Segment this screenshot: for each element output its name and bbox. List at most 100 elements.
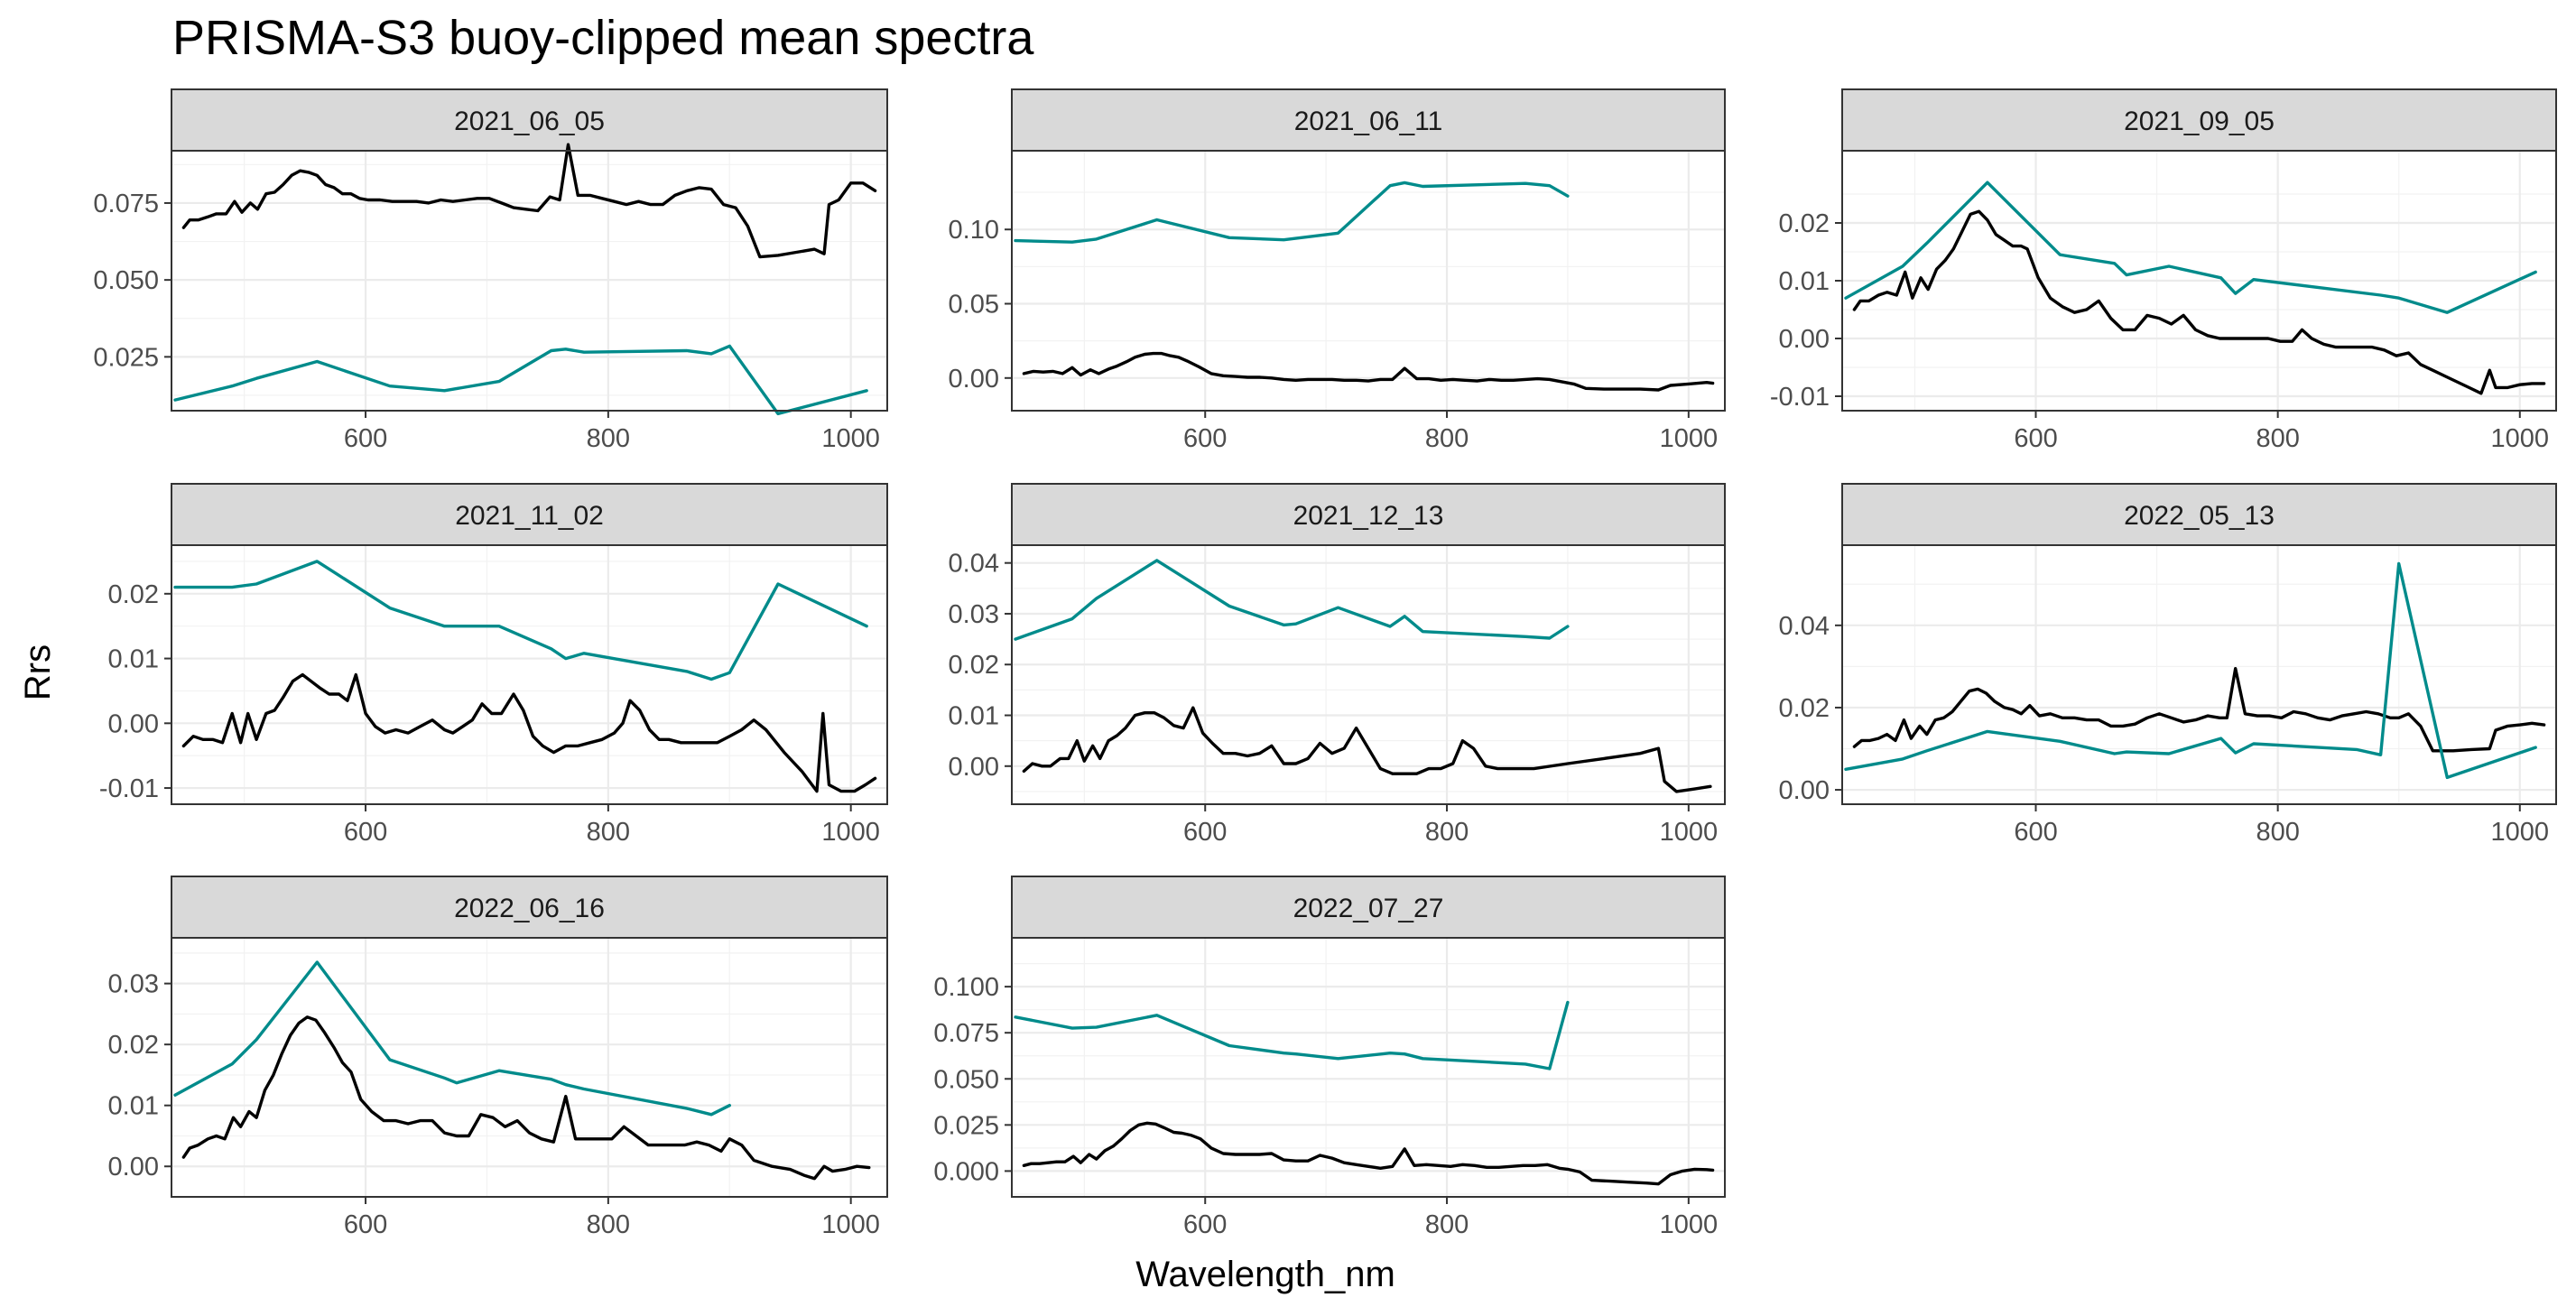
facet-strip [1011,876,1726,939]
y-tick-label: 0.04 [949,550,999,579]
prisma-line [1022,706,1712,793]
x-tick-label: 600 [1183,818,1227,847]
x-tick-label: 1000 [1660,818,1719,847]
x-tick-label: 800 [587,1210,630,1239]
s3-line [173,344,868,416]
facet-panel: 2021_12_13 600 800 1000 0.00 0.01 0.02 0.03 0.04 [949,483,1726,847]
panel-border [1011,937,1726,1198]
facet-strip-label: 2022_05_13 [2124,501,2275,531]
chart-title: PRISMA-S3 buoy-clipped mean spectra [172,11,1034,65]
s3-line [173,960,731,1117]
y-tick-label: 0.075 [933,1019,999,1048]
x-tick-label: 600 [344,818,387,847]
facet-panel: 2022_07_27 600 800 1000 0.000 0.025 0.050 0.075… [933,876,1726,1239]
facet-strip-label: 2021_11_02 [455,501,604,531]
s3-line [1014,559,1570,641]
facet-strip-label: 2021_09_05 [2124,107,2275,136]
s3-line [173,560,868,681]
facet-strip [171,88,888,152]
facet-strip-label: 2021_06_11 [1294,107,1443,136]
panel-border [171,544,888,805]
prisma-line [181,143,877,259]
y-tick-label: 0.025 [933,1111,999,1140]
y-tick-label: 0.025 [93,343,159,372]
y-tick-label: 0.00 [949,753,999,782]
x-tick-label: 1000 [821,818,880,847]
facet-strip-label: 2021_12_13 [1293,501,1444,531]
x-tick-label: 800 [1425,818,1469,847]
x-tick-label: 1000 [821,424,880,453]
y-tick-label: 0.050 [93,266,159,295]
facet-panel: 2022_05_13 600 800 1000 0.00 0.02 0.04 [1779,483,2557,847]
y-tick-label: 0.02 [108,1031,159,1060]
y-tick-label: 0.00 [1779,325,1830,354]
facet-strip-label: 2022_06_16 [454,894,605,923]
facet-strip [1841,483,2557,546]
x-axis-title: Wavelength_nm [1135,1255,1395,1294]
x-tick-label: 600 [1183,1210,1227,1239]
x-tick-label: 800 [1425,424,1469,453]
prisma-line [1022,351,1715,392]
facet-strip [1841,88,2557,152]
y-tick-label: 0.075 [93,190,159,218]
x-tick-label: 800 [2256,424,2299,453]
s3-line [1014,1000,1570,1070]
facet-strip-label: 2022_07_27 [1293,894,1444,923]
panel-border [1011,150,1726,412]
prisma-line [1022,1121,1715,1186]
y-tick-label: 0.01 [949,702,999,731]
facet-strip-label: 2021_06_05 [454,107,605,136]
x-tick-label: 600 [1183,424,1227,453]
y-tick-label: 0.000 [933,1157,999,1186]
s3-line [1844,561,2537,780]
x-tick-label: 1000 [1660,424,1719,453]
facet-strip [1011,88,1726,152]
facet-panel: 2021_11_02 600 800 1000 -0.01 0.00 0.01 0.02 [99,483,888,847]
y-tick-label: -0.01 [99,774,159,803]
y-tick-label: 0.05 [949,291,999,320]
y-tick-label: 0.01 [108,1092,159,1121]
x-tick-label: 800 [2256,818,2299,847]
y-axis-title: Rrs [18,644,58,700]
y-tick-label: 0.00 [108,709,159,738]
y-tick-label: 0.04 [1779,612,1830,641]
y-tick-label: 0.050 [933,1065,999,1094]
x-tick-label: 1000 [821,1210,880,1239]
x-tick-label: 600 [2014,818,2057,847]
y-tick-label: 0.01 [108,645,159,674]
panel-border [1841,544,2557,805]
y-tick-label: 0.01 [1779,267,1830,296]
facet-panel: 2021_09_05 600 800 1000 -0.01 0.00 0.01 0.02 [1770,88,2557,453]
y-tick-label: 0.10 [949,216,999,245]
x-tick-label: 1000 [2491,818,2550,847]
x-tick-label: 600 [2014,424,2057,453]
prisma-line [181,1015,871,1181]
s3-line [1844,181,2537,314]
facet-panel: 2021_06_11 600 800 1000 0.00 0.05 0.10 [949,88,1726,453]
y-tick-label: 0.03 [949,600,999,629]
x-tick-label: 1000 [2491,424,2550,453]
y-tick-label: 0.00 [1779,776,1830,805]
y-tick-label: 0.00 [949,365,999,394]
facet-strip [1011,483,1726,546]
y-tick-label: 0.02 [949,651,999,680]
x-tick-label: 1000 [1660,1210,1719,1239]
x-tick-label: 800 [587,818,630,847]
x-tick-label: 800 [1425,1210,1469,1239]
x-tick-label: 600 [344,1210,387,1239]
facet-strip [171,483,888,546]
y-tick-label: -0.01 [1770,383,1830,412]
y-tick-label: 0.100 [933,973,999,1002]
x-tick-label: 800 [587,424,630,453]
y-tick-label: 0.02 [108,580,159,609]
panel-border [1011,544,1726,805]
s3-line [1014,181,1570,244]
prisma-line [181,672,877,793]
y-tick-label: 0.02 [1779,209,1830,238]
x-tick-label: 600 [344,424,387,453]
y-tick-label: 0.02 [1779,694,1830,723]
panel-border [171,937,888,1198]
facet-panel: 2021_06_05 600 800 1000 0.025 0.050 0.075 [93,88,888,453]
